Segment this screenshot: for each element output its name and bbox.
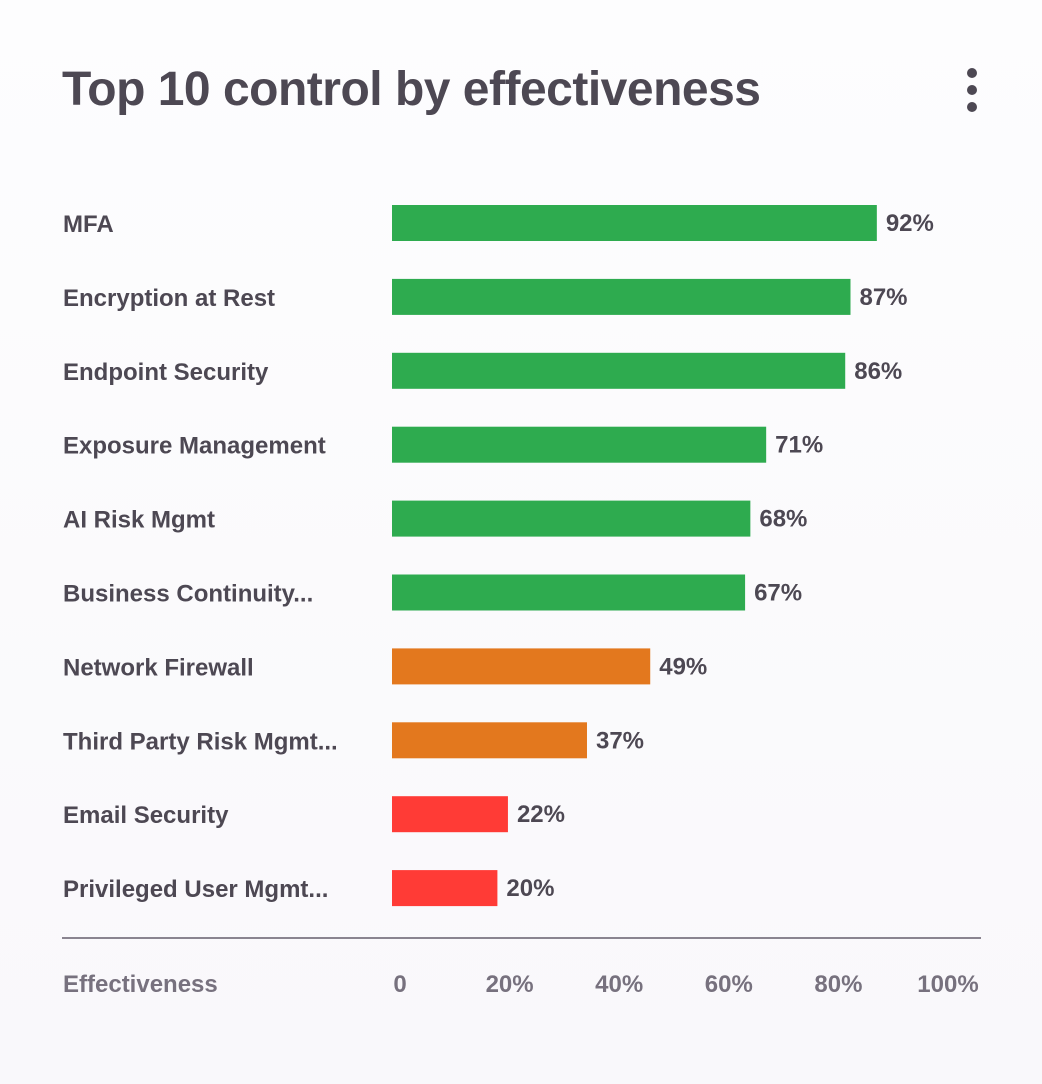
bar xyxy=(392,352,846,389)
x-tick-label: 100% xyxy=(917,971,978,998)
category-label: AI Risk Mgmt xyxy=(63,507,215,534)
value-label: 67% xyxy=(754,580,802,607)
value-label: 92% xyxy=(886,210,934,237)
value-label: 86% xyxy=(854,358,902,385)
bar xyxy=(392,870,498,907)
bar xyxy=(392,426,767,463)
chart-title: Top 10 control by effectiveness xyxy=(62,63,761,116)
bar xyxy=(392,500,751,537)
value-label: 20% xyxy=(506,875,554,902)
category-label: MFA xyxy=(63,211,114,238)
menu-dot xyxy=(967,85,977,95)
bar xyxy=(392,574,746,611)
category-label: Privileged User Mgmt... xyxy=(63,876,328,903)
value-label: 49% xyxy=(659,653,707,680)
x-tick-label: 40% xyxy=(595,971,643,998)
value-label: 87% xyxy=(859,284,907,311)
x-axis-title: Effectiveness xyxy=(63,971,218,998)
more-options-icon[interactable] xyxy=(958,68,986,112)
bar xyxy=(392,722,587,759)
x-tick-label: 80% xyxy=(814,971,862,998)
bar xyxy=(392,278,851,315)
bar xyxy=(392,648,651,685)
category-label: Business Continuity... xyxy=(63,581,313,608)
bar xyxy=(392,205,877,241)
menu-dot xyxy=(967,102,977,112)
category-label: Exposure Management xyxy=(63,433,326,460)
menu-dot xyxy=(967,68,977,78)
value-label: 22% xyxy=(517,801,565,828)
category-label: Network Firewall xyxy=(63,654,254,681)
value-label: 71% xyxy=(775,432,823,459)
x-tick-label: 0 xyxy=(393,971,406,998)
value-label: 37% xyxy=(596,727,644,754)
category-label: Encryption at Rest xyxy=(63,285,275,312)
x-tick-label: 20% xyxy=(486,971,534,998)
category-label: Third Party Risk Mgmt... xyxy=(63,728,338,755)
bar xyxy=(392,796,508,833)
category-label: Email Security xyxy=(63,802,229,829)
x-tick-label: 60% xyxy=(705,971,753,998)
category-label: Endpoint Security xyxy=(63,359,269,386)
value-label: 68% xyxy=(759,506,807,533)
